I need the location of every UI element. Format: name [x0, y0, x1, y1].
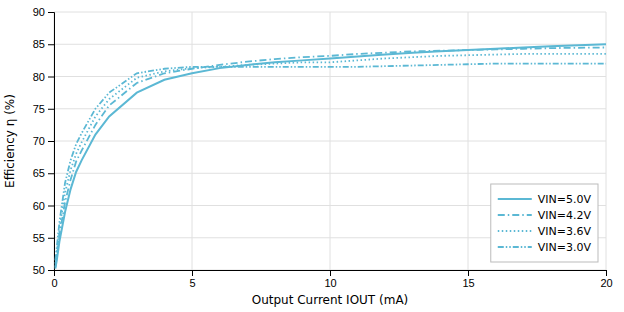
tick-label: 15 — [462, 277, 474, 289]
legend-label: VIN=4.2V — [538, 209, 592, 222]
tick: 15 — [462, 270, 474, 289]
tick: 85 — [33, 38, 54, 50]
grid-line — [54, 44, 606, 45]
tick: 90 — [33, 6, 54, 18]
tick-mark — [48, 206, 54, 207]
tick: 70 — [33, 135, 54, 147]
tick-label: 10 — [324, 277, 336, 289]
tick-mark — [48, 44, 54, 45]
tick-label: 20 — [600, 277, 612, 289]
tick-mark — [48, 12, 54, 13]
legend-label: VIN=3.6V — [538, 225, 592, 238]
series-line — [55, 44, 606, 268]
tick-mark — [468, 270, 469, 276]
tick-label: 75 — [33, 103, 45, 115]
tick-mark — [48, 141, 54, 142]
tick-mark — [606, 270, 607, 276]
tick-label: 90 — [33, 6, 45, 18]
tick-mark — [48, 173, 54, 174]
grid — [54, 12, 606, 270]
x-axis: 0 5 10 15 20 — [51, 270, 612, 289]
grid-line — [54, 173, 606, 174]
tick: 5 — [189, 270, 195, 289]
tick-label: 85 — [33, 38, 45, 50]
tick-label: 70 — [33, 135, 45, 147]
tick: 50 — [33, 264, 54, 276]
tick-label: 60 — [33, 200, 45, 212]
grid-line — [54, 108, 606, 109]
legend-swatch — [498, 230, 532, 232]
series-line — [55, 47, 606, 266]
tick: 80 — [33, 71, 54, 83]
legend: VIN=5.0V VIN=4.2V VIN=3.6V VIN=3.0V — [491, 184, 598, 262]
grid-line — [54, 141, 606, 142]
series-line — [55, 54, 606, 264]
tick-mark — [192, 270, 193, 276]
tick: 55 — [33, 232, 54, 244]
lines — [55, 44, 606, 268]
y-axis-title: Efficiency η (%) — [3, 94, 17, 188]
tick-mark — [330, 270, 331, 276]
tick-label: 65 — [33, 167, 45, 179]
tick-label: 80 — [33, 71, 45, 83]
legend-label: VIN=5.0V — [538, 193, 592, 206]
chart: 0 5 10 15 20 50 55 60 65 70 75 80 85 90 VIN=5.0V VIN=4.… — [0, 0, 624, 312]
tick-mark — [48, 270, 54, 271]
legend-label: VIN=3.0V — [538, 241, 592, 254]
legend-swatch — [498, 198, 532, 200]
tick: 0 — [51, 270, 57, 289]
tick-mark — [48, 109, 54, 110]
grid-line — [54, 76, 606, 77]
legend-box — [491, 184, 598, 262]
tick-label: 55 — [33, 232, 45, 244]
legend-swatch — [498, 246, 532, 248]
tick-label: 50 — [33, 264, 45, 276]
y-axis: 50 55 60 65 70 75 80 85 90 — [33, 6, 55, 276]
tick-label: 0 — [51, 277, 57, 289]
tick: 60 — [33, 200, 54, 212]
axis-line — [48, 13, 55, 271]
tick-label: 5 — [189, 277, 195, 289]
tick: 65 — [33, 167, 54, 179]
grid-line — [54, 12, 606, 13]
tick-mark — [48, 238, 54, 239]
tick: 20 — [600, 270, 612, 289]
plot: 0 5 10 15 20 50 55 60 65 70 75 80 85 90 VIN=5.0V VIN=4.… — [33, 6, 613, 289]
axis-line — [55, 271, 607, 277]
tick: 75 — [33, 103, 54, 115]
tick: 10 — [324, 270, 336, 289]
tick-mark — [48, 77, 54, 78]
legend-swatch — [498, 214, 532, 216]
x-axis-title: Output Current IOUT (mA) — [252, 293, 409, 307]
